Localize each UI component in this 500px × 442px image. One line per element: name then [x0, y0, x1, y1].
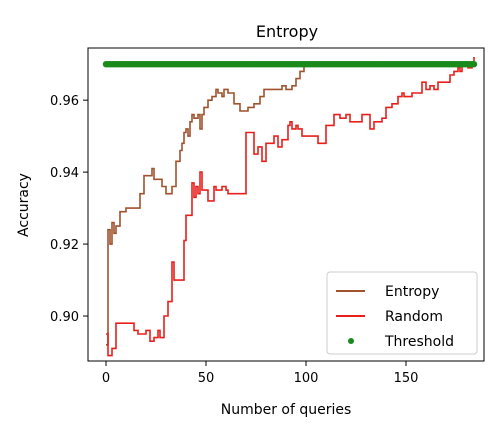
legend-threshold-swatch — [348, 338, 354, 344]
x-axis-label: Number of queries — [221, 402, 352, 418]
y-tick-label: 0.90 — [50, 310, 79, 325]
legend-box — [326, 271, 478, 355]
y-tick-label: 0.94 — [50, 166, 79, 181]
y-axis-label: Accuracy — [16, 173, 32, 237]
series-layer — [102, 57, 478, 357]
x-axis: 0 50 100 150 — [102, 361, 419, 386]
legend-random-label: Random — [385, 309, 443, 325]
y-tick-label: 0.92 — [50, 238, 79, 253]
threshold-point — [470, 60, 478, 68]
y-axis: 0.90 0.92 0.94 0.96 — [50, 94, 88, 325]
series-threshold-markers — [102, 60, 478, 68]
legend-threshold-label: Threshold — [384, 334, 454, 350]
legend: Entropy Random Threshold — [326, 271, 478, 355]
x-tick-label: 150 — [394, 371, 419, 386]
plot-frame — [87, 47, 485, 362]
legend-entropy-label: Entropy — [385, 284, 439, 300]
x-tick-label: 100 — [294, 371, 319, 386]
series-random-line — [106, 57, 475, 357]
x-tick-label: 50 — [198, 371, 215, 386]
plot-area — [87, 47, 485, 362]
chart-title: Entropy — [256, 22, 318, 41]
series-entropy-line — [106, 64, 305, 346]
y-tick-label: 0.96 — [50, 94, 79, 109]
x-tick-label: 0 — [102, 371, 110, 386]
